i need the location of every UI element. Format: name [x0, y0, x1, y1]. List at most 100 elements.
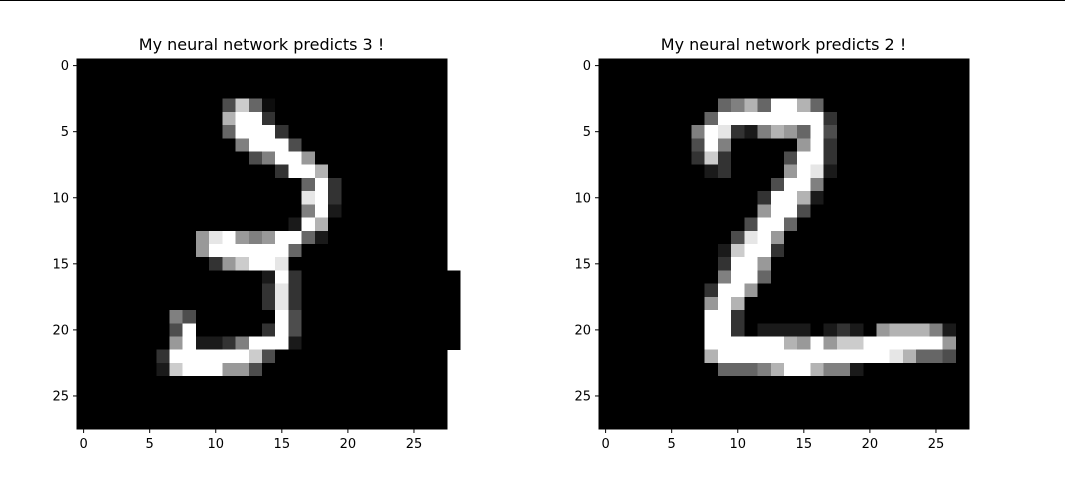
left-pixel — [367, 59, 382, 73]
right-pixel — [836, 270, 851, 285]
right-pixel — [863, 177, 877, 192]
left-pixel — [169, 191, 184, 205]
right-pixel — [929, 283, 943, 298]
left-pixel — [275, 323, 289, 337]
left-pixel — [182, 138, 197, 152]
right-pixel — [744, 349, 758, 364]
right-pixel — [691, 389, 706, 403]
left-pixel — [248, 204, 263, 218]
right-pixel — [691, 177, 706, 192]
right-pixel — [797, 151, 811, 166]
left-pixel — [222, 349, 236, 364]
right-pixel — [784, 283, 798, 298]
right-pixel — [955, 283, 970, 298]
left-pixel — [222, 204, 236, 218]
right-pixel — [889, 111, 904, 126]
right-pixel — [876, 98, 891, 113]
right-pixel — [704, 296, 719, 311]
right-pixel — [612, 177, 626, 192]
right-pixel — [704, 111, 719, 126]
left-pixel — [354, 59, 369, 73]
left-pixel — [129, 111, 144, 126]
right-pixel — [757, 402, 772, 417]
right-pixel — [902, 111, 917, 126]
right-pixel — [902, 257, 917, 271]
right-pixel — [691, 257, 706, 271]
right-pixel — [612, 349, 626, 364]
right-pixel — [599, 310, 613, 324]
right-pixel — [651, 138, 666, 152]
left-pixel — [420, 336, 435, 351]
right-pixel — [704, 72, 719, 86]
right-pixel — [599, 349, 613, 364]
left-pixel — [407, 389, 421, 403]
left-pixel — [182, 257, 197, 271]
left-pixel — [169, 138, 184, 152]
right-pixel — [757, 257, 772, 271]
right-pixel — [757, 230, 772, 245]
right-pixel — [612, 257, 626, 271]
right-pixel — [717, 257, 732, 271]
left-pixel — [262, 402, 276, 417]
right-pixel — [651, 125, 666, 139]
right-pixel — [942, 125, 957, 139]
left-pixel — [407, 323, 421, 337]
right-pixel — [704, 59, 719, 73]
left-pixel — [103, 138, 118, 152]
right-pixel — [797, 283, 811, 298]
right-pixel — [902, 164, 917, 179]
right-pixel — [757, 323, 772, 337]
left-pixel — [222, 72, 236, 86]
left-pixel — [195, 72, 210, 86]
right-pixel — [836, 296, 851, 311]
right-pixel — [876, 244, 891, 258]
left-pixel — [248, 376, 263, 390]
right-pixel — [704, 270, 719, 285]
left-pixel — [182, 85, 197, 100]
right-pixel — [797, 257, 811, 271]
left-pixel — [195, 296, 210, 311]
left-pixel — [394, 402, 408, 417]
left-pixel — [235, 85, 250, 100]
right-pixel — [691, 230, 706, 245]
left-pixel — [262, 138, 276, 152]
left-pixel — [209, 257, 223, 271]
left-pixel — [103, 85, 118, 100]
right-pixel — [784, 230, 798, 245]
right-pixel — [757, 177, 772, 192]
right-pixel — [665, 98, 679, 113]
right-pixel — [850, 323, 864, 337]
right-pixel — [612, 336, 626, 351]
right-pixel — [942, 415, 957, 430]
right-pixel — [678, 270, 692, 285]
right-pixel — [691, 72, 706, 86]
left-pixel — [354, 310, 369, 324]
right-pixel — [810, 257, 825, 271]
right-panel-title: My neural network predicts 2 ! — [661, 35, 906, 54]
left-pixel — [116, 85, 131, 100]
right-pixel — [876, 138, 891, 152]
left-pixel — [380, 151, 395, 166]
left-pixel — [407, 230, 421, 245]
left-y-tick-label: 25 — [52, 389, 69, 404]
left-pixel — [380, 415, 395, 430]
left-pixel — [380, 323, 395, 337]
right-pixel — [665, 177, 679, 192]
left-pixel — [156, 125, 170, 139]
left-pixel — [354, 270, 369, 285]
right-pixel — [625, 402, 640, 417]
left-pixel — [420, 125, 435, 139]
right-pixel — [929, 244, 943, 258]
left-pixel — [288, 138, 303, 152]
left-pixel — [169, 402, 184, 417]
left-pixel — [301, 204, 316, 218]
left-pixel — [341, 415, 355, 430]
right-pixel — [612, 125, 626, 139]
left-pixel — [156, 389, 170, 403]
right-pixel — [784, 111, 798, 126]
left-pixel — [195, 349, 210, 364]
right-pixel — [810, 376, 825, 390]
right-pixel — [638, 349, 653, 364]
right-pixel — [863, 111, 877, 126]
left-pixel — [143, 389, 157, 403]
